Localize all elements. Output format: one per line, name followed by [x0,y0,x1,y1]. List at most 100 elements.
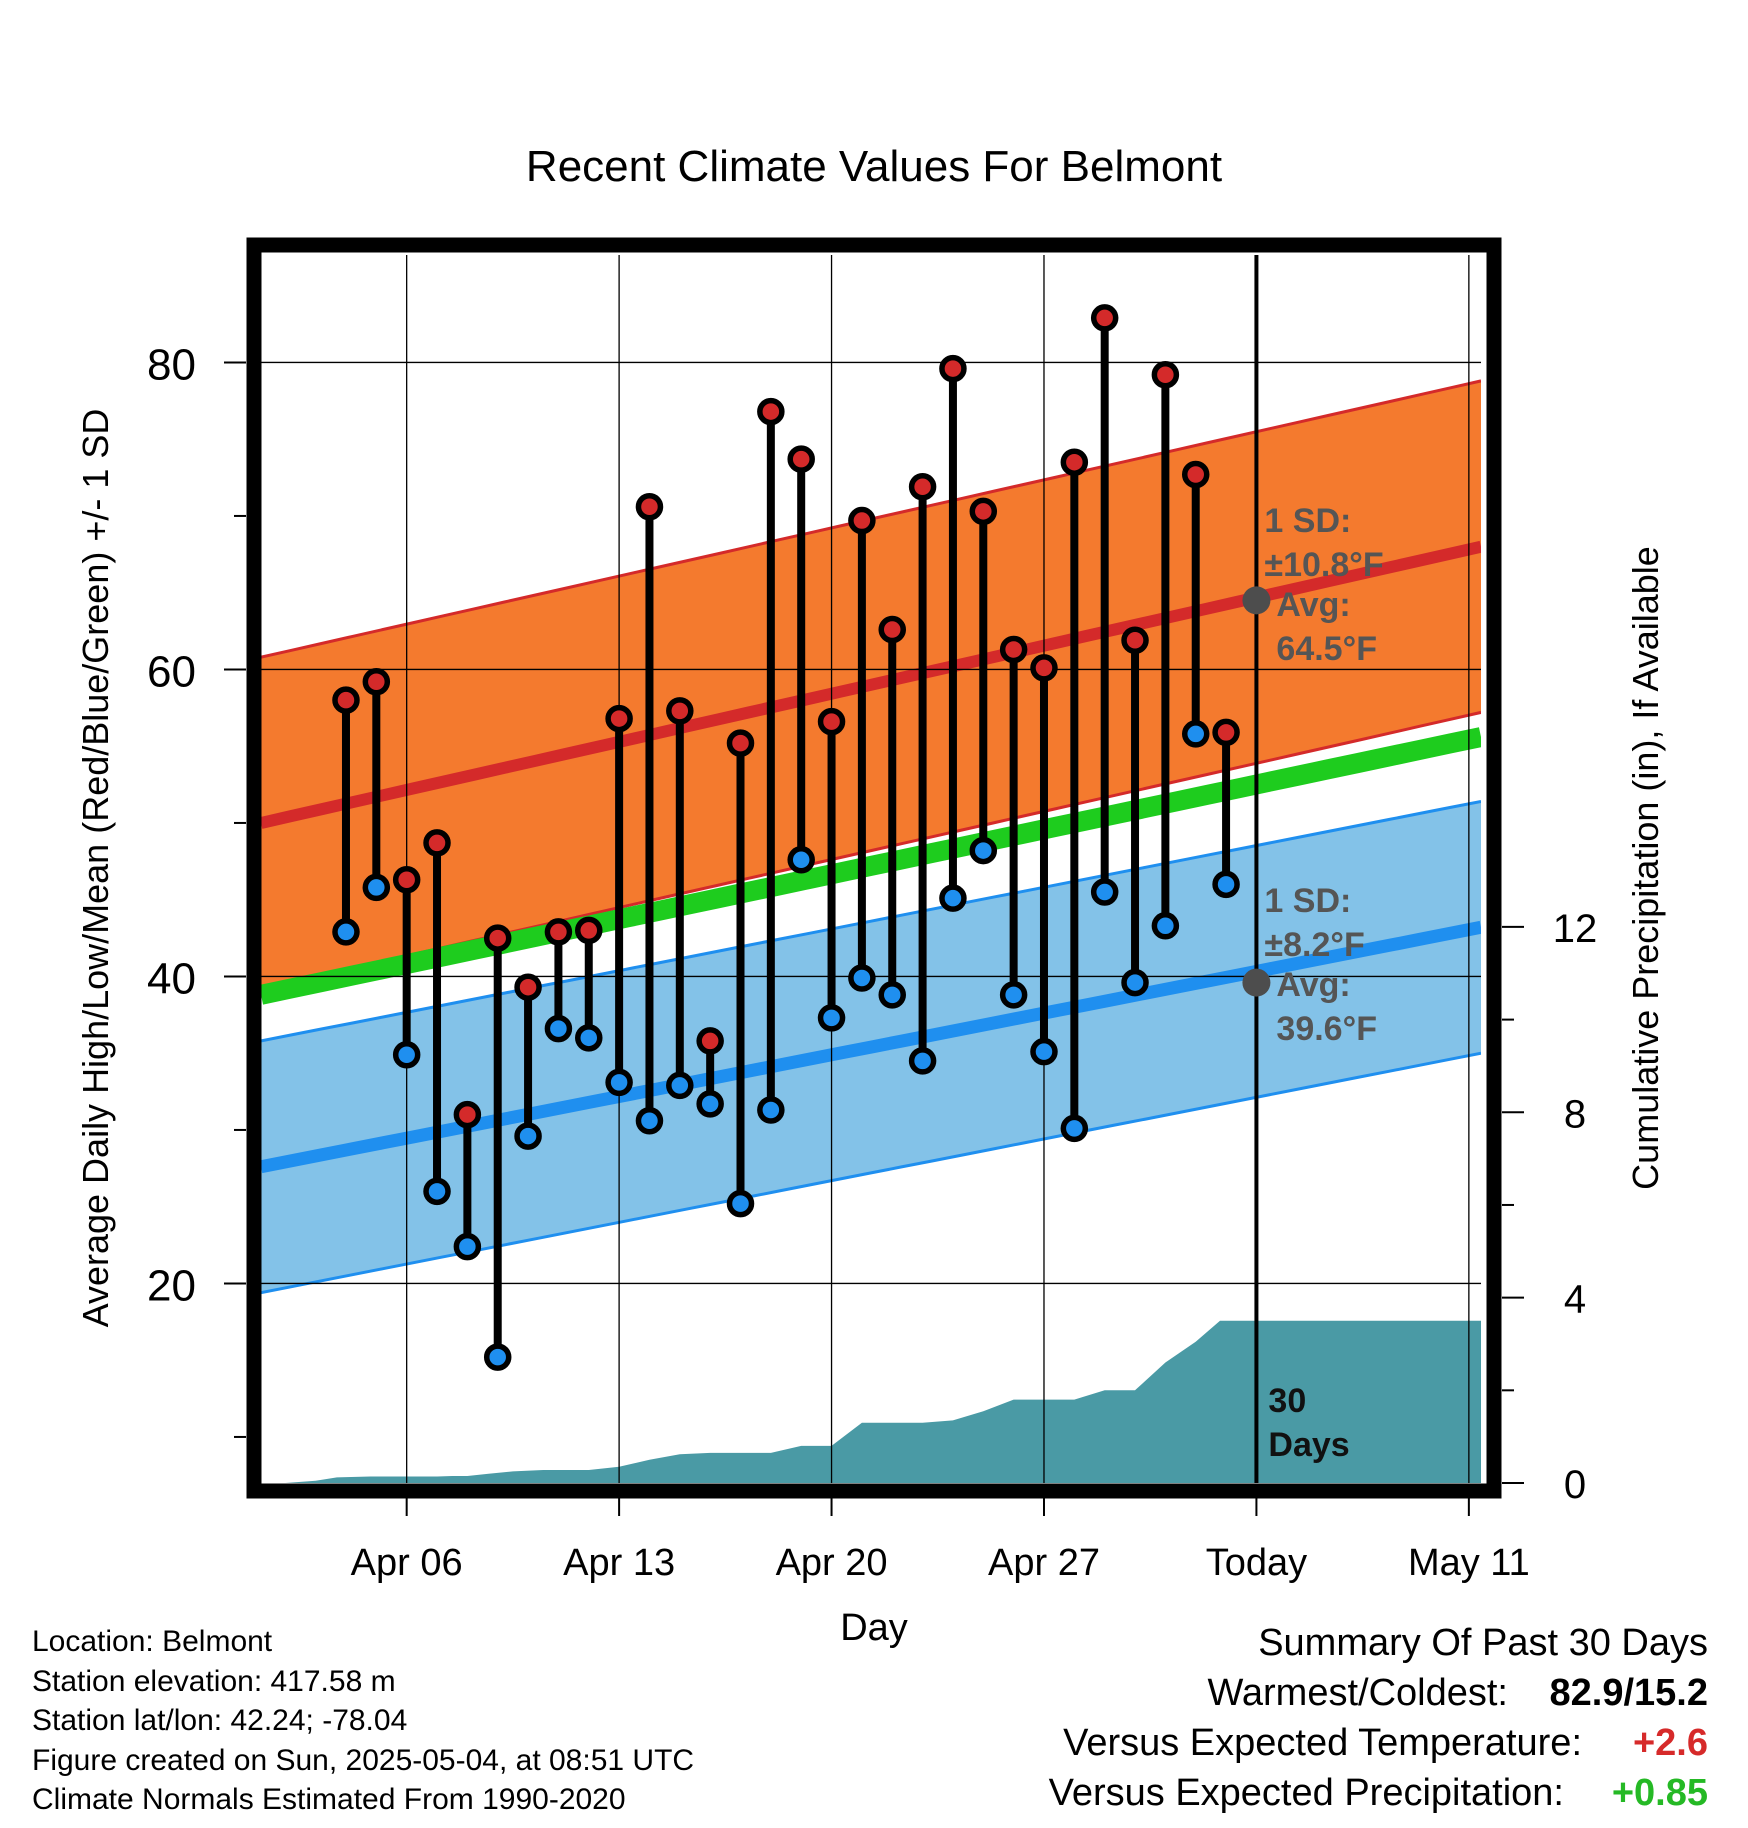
low-point [1212,870,1240,899]
low-point [1121,968,1149,997]
high-point [787,445,815,473]
high-point [1060,448,1089,476]
low-point [605,1068,633,1097]
low-point [908,1047,937,1075]
y-tick-label: 80 [147,340,196,389]
low-point [666,1071,694,1100]
high-point [817,707,846,736]
temp-value: +2.6 [1632,1722,1708,1764]
warmest-label: Warmest/Coldest: [1207,1672,1508,1714]
high-point [999,635,1028,664]
location-text: Location: Belmont [32,1625,273,1658]
x-tick-label: Apr 27 [988,1542,1100,1584]
high-point [1151,360,1180,389]
high-annotation-line: ±10.8°F [1264,546,1383,584]
high-point [848,506,876,535]
low-point [726,1189,755,1218]
high-point [1212,718,1240,747]
high-point [635,492,664,521]
low-point [939,884,967,912]
x-axis-label: Day [840,1607,908,1649]
plot-frame [246,237,1502,1499]
low-point [969,836,998,865]
y2-tick-label: 8 [1564,1092,1586,1136]
y2-tick-label: 4 [1564,1278,1586,1322]
warmest-row: Warmest/Coldest: 82.9/15.2 [1049,1668,1708,1718]
high-point [757,397,785,426]
chart-title: Recent Climate Values For Belmont [526,142,1222,191]
high-point [514,973,542,1001]
low-avg-marker [1242,968,1271,997]
precip-row: Versus Expected Precipitation: +0.85 [1049,1768,1708,1818]
precip-label: Versus Expected Precipitation: [1048,1772,1564,1814]
high-point [726,729,755,757]
low-point [696,1090,724,1118]
low-point [362,873,391,902]
high-point [939,354,967,383]
x-tick-label: Today [1206,1542,1307,1584]
high-point [544,918,573,946]
high-point [605,704,633,733]
today-days-label: 30 [1268,1382,1306,1420]
high-point [392,865,421,894]
high-point [575,916,603,945]
precip-value: +0.85 [1611,1772,1708,1814]
high-point [423,829,451,857]
low-point [332,918,360,946]
low-point [1090,878,1119,906]
summary-panel: Summary Of Past 30 Days Warmest/Coldest:… [1049,1618,1708,1818]
low-point [787,846,815,874]
high-point [878,615,906,644]
created-text: Figure created on Sun, 2025-05-04, at 08… [32,1743,695,1777]
high-point [332,686,360,714]
low-point [878,981,906,1009]
x-tick-label: Apr 06 [351,1542,463,1584]
high-point [362,667,391,696]
high-point [1121,626,1149,655]
y2-tick-label: 0 [1564,1463,1586,1507]
high-point [483,924,512,952]
low-point [453,1232,482,1261]
low-point [423,1177,451,1206]
y2-tick-label: 12 [1553,907,1598,951]
y-tick-label: 60 [147,647,196,696]
low-point [483,1343,512,1371]
low-point [514,1122,542,1150]
high-point [1090,304,1119,332]
low-point [817,1004,846,1032]
y-tick-label: 40 [147,954,196,1003]
x-tick-label: May 11 [1408,1542,1530,1584]
low-point [999,981,1028,1009]
low-sd-upper-edge [261,800,1481,1043]
high-point [666,697,694,725]
low-point [757,1096,785,1124]
low-point [1181,720,1210,748]
normal-mean-line [261,727,1481,1005]
y-tick-label: 20 [147,1261,196,1310]
temp-label: Versus Expected Temperature: [1063,1722,1582,1764]
latlon-text: Station lat/lon: 42.24; -78.04 [32,1704,408,1737]
high-point [1181,460,1210,489]
low-point [392,1040,421,1069]
low-point [1030,1037,1058,1066]
today-days-label: Days [1268,1426,1349,1464]
x-tick-label: Apr 20 [776,1542,888,1584]
precipitation-area [261,1320,1481,1483]
elevation-text: Station elevation: 417.58 m [32,1664,396,1698]
high-annotation-line: 1 SD: [1264,502,1351,540]
low-point [635,1106,664,1135]
low-annotation-line: Avg: [1276,966,1350,1004]
low-annotation-line: 39.6°F [1276,1010,1377,1048]
normals-text: Climate Normals Estimated From 1990-2020 [32,1783,626,1816]
high-point [908,473,937,501]
high-point [969,497,998,526]
station-info: Location: Belmont Station elevation: 417… [32,1622,694,1820]
y-axis-label: Average Daily High/Low/Mean (Red/Blue/Gr… [75,409,116,1328]
low-annotation-line: ±8.2°F [1264,926,1364,964]
y2-axis-label: Cumulative Precipitation (in), If Availa… [1625,546,1666,1190]
low-point [1060,1114,1089,1143]
high-point [453,1100,482,1129]
high-point [1030,654,1058,682]
low-point [1151,912,1180,940]
